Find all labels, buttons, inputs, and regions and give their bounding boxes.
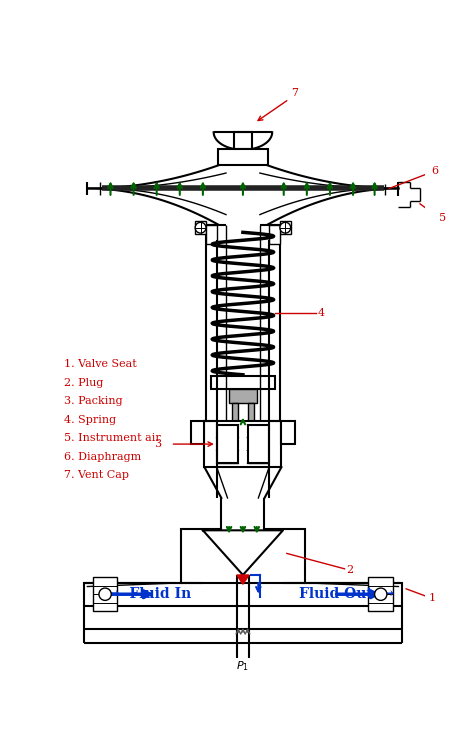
Circle shape (374, 588, 387, 601)
Circle shape (99, 588, 111, 601)
Circle shape (195, 222, 206, 233)
Bar (234, 133, 252, 149)
Text: 5. Instrument air: 5. Instrument air (64, 434, 161, 443)
Text: 6. Diaphragm: 6. Diaphragm (64, 452, 142, 462)
Bar (191, 421, 204, 444)
Text: 4. Spring: 4. Spring (64, 415, 117, 425)
Text: 6: 6 (431, 166, 438, 177)
Text: 2: 2 (346, 565, 353, 575)
Bar (217, 425, 238, 464)
Bar (368, 577, 393, 611)
Polygon shape (237, 575, 249, 584)
Text: 1: 1 (428, 593, 436, 603)
Text: 1. Valve Seat: 1. Valve Seat (64, 360, 137, 369)
Text: 4: 4 (318, 308, 325, 318)
Bar (219, 149, 267, 166)
Text: 3: 3 (154, 439, 161, 449)
Text: 3. Packing: 3. Packing (64, 396, 123, 407)
Bar (282, 421, 295, 444)
Text: 2. Plug: 2. Plug (64, 377, 104, 388)
Text: 7. Vent Cap: 7. Vent Cap (64, 470, 129, 480)
Bar (232, 402, 238, 459)
Bar (269, 225, 280, 244)
Circle shape (280, 222, 291, 233)
Bar (229, 389, 257, 402)
Bar (204, 421, 282, 467)
Text: $P_1$: $P_1$ (237, 660, 249, 673)
Text: 7: 7 (291, 88, 298, 97)
Bar (195, 221, 206, 234)
Bar (247, 425, 269, 464)
Bar (206, 225, 217, 244)
Text: Fluid Out  →: Fluid Out → (299, 587, 394, 601)
Bar (247, 402, 254, 459)
Text: 5: 5 (438, 213, 446, 222)
Text: →  Fluid In: → Fluid In (108, 587, 191, 601)
Bar (210, 376, 275, 389)
Bar (93, 577, 118, 611)
Bar (280, 221, 291, 234)
